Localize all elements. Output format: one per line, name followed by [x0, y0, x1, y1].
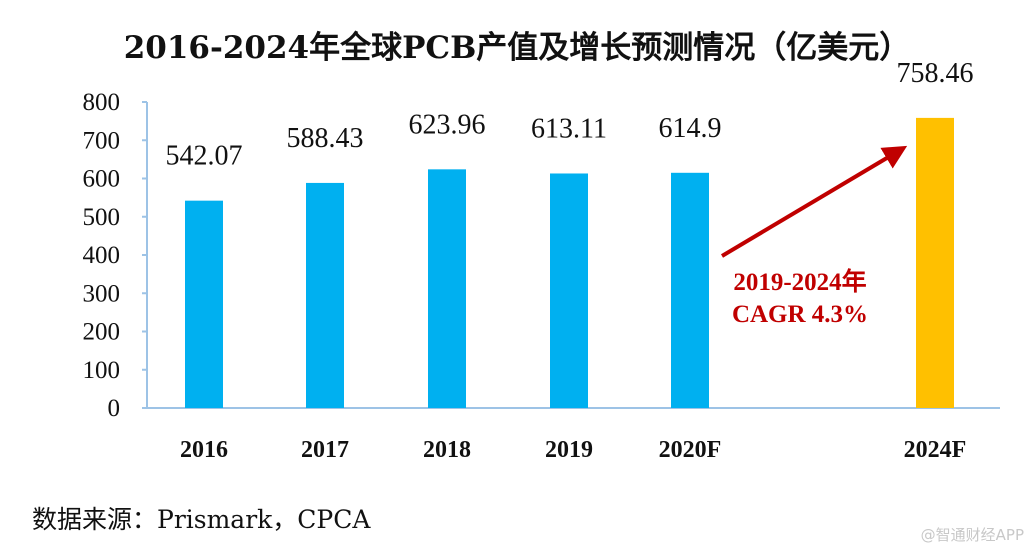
bar-2017: [306, 182, 344, 408]
category-label: 2019: [545, 437, 593, 463]
y-tick-label: 300: [83, 280, 121, 307]
y-tick-label: 800: [83, 89, 121, 116]
source-note: 数据来源：Prismark，CPCA: [32, 505, 371, 534]
value-label: 623.96: [409, 109, 486, 140]
y-tick-label: 100: [83, 357, 121, 384]
value-label: 588.43: [287, 123, 364, 154]
category-label: 2024F: [904, 437, 967, 463]
bar-2019: [550, 173, 588, 408]
y-tick-label: 600: [83, 166, 121, 193]
bar-chart: 0 100 200 300 400 500 600 700 800 542.07 2016 588.…: [83, 58, 1000, 463]
value-label: 613.11: [531, 113, 607, 144]
y-tick-label: 400: [83, 242, 121, 269]
category-label: 2017: [301, 437, 349, 463]
cagr-period-label: 2019-2024年: [733, 267, 866, 296]
watermark: @智通财经APP: [920, 526, 1024, 544]
growth-arrow: [720, 145, 908, 258]
y-tick-label: 700: [83, 127, 121, 154]
bar-2016: [185, 200, 223, 408]
value-label: 758.46: [897, 58, 974, 89]
bar-2020f: [671, 172, 709, 408]
chart-title: 2016-2024年全球PCB产值及增长预测情况（亿美元）: [123, 30, 911, 66]
y-tick-label: 200: [83, 319, 121, 346]
y-tick-label: 0: [108, 395, 121, 422]
category-label: 2018: [423, 437, 471, 463]
value-label: 614.9: [659, 113, 722, 144]
value-label: 542.07: [166, 141, 243, 172]
category-label: 2016: [180, 437, 228, 463]
y-tick-label: 500: [83, 204, 121, 231]
bar-2024f: [916, 117, 954, 409]
bar-2018: [428, 169, 466, 408]
category-label: 2020F: [659, 437, 722, 463]
cagr-value-label: CAGR 4.3%: [732, 301, 868, 328]
